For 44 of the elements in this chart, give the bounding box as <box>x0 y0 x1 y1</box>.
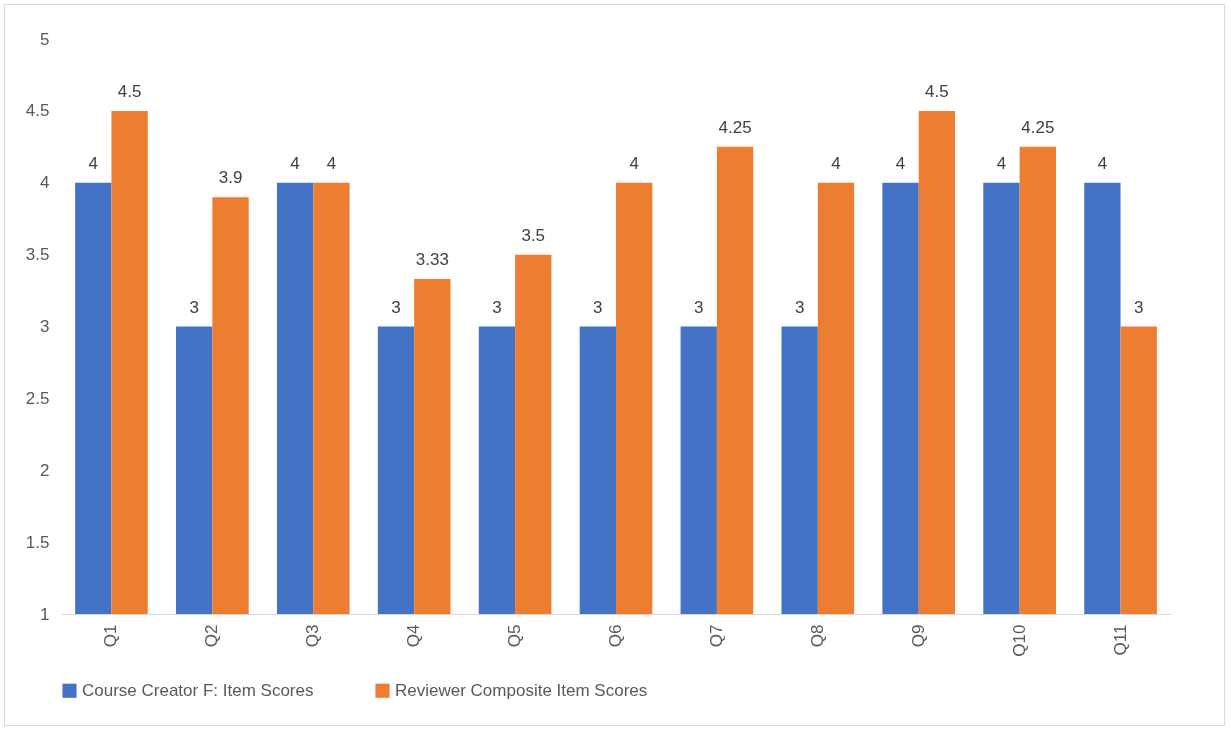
data-label: 3 <box>189 297 199 317</box>
y-tick-label: 5 <box>40 29 50 49</box>
data-label: 4 <box>895 153 906 173</box>
data-label: 4 <box>290 153 300 173</box>
y-tick-label: 2.5 <box>25 388 50 408</box>
data-label: 4 <box>1097 153 1108 173</box>
y-tick-label: 1 <box>40 604 50 624</box>
x-tick-label: Q2 <box>202 624 222 648</box>
data-label: 3 <box>694 297 704 317</box>
x-tick-label: Q5 <box>505 624 525 648</box>
data-label: 4.5 <box>925 81 949 101</box>
data-label: 3 <box>593 297 603 317</box>
x-tick-label: Q6 <box>606 624 625 648</box>
data-label: 3 <box>391 297 401 317</box>
data-label: 3 <box>492 297 502 317</box>
data-label: 4 <box>326 153 337 173</box>
data-label: 4.5 <box>117 81 142 101</box>
y-tick-label: 3.5 <box>25 245 50 265</box>
data-label: 3 <box>1133 297 1144 317</box>
x-tick-label: Q4 <box>404 624 424 648</box>
x-tick-label: Q9 <box>908 624 928 648</box>
data-label: 4 <box>629 153 639 173</box>
data-label: 3.33 <box>415 250 449 270</box>
data-label: 4.25 <box>718 117 752 137</box>
data-label: 3.9 <box>218 168 243 188</box>
x-tick-label: Q3 <box>303 624 323 648</box>
y-tick-label: 4.5 <box>25 101 50 121</box>
legend-label: Reviewer Composite Item Scores <box>395 680 648 700</box>
x-tick-label: Q10 <box>1009 624 1029 657</box>
data-label: 3.5 <box>521 225 546 245</box>
legend-label: Course Creator F: Item Scores <box>82 680 314 700</box>
x-tick-label: Q1 <box>101 624 121 648</box>
y-tick-label: 1.5 <box>25 532 50 552</box>
data-label: 4 <box>88 153 99 173</box>
x-tick-label: Q7 <box>706 624 726 648</box>
y-tick-label: 2 <box>40 460 50 480</box>
data-label: 4 <box>996 153 1007 173</box>
data-label: 4.25 <box>1021 117 1055 137</box>
x-tick-label: Q8 <box>807 624 827 648</box>
y-tick-label: 4 <box>40 173 50 193</box>
x-tick-label: Q11 <box>1110 624 1130 656</box>
data-label: 3 <box>794 297 805 317</box>
data-label: 4 <box>831 153 841 173</box>
y-tick-label: 3 <box>40 317 50 336</box>
